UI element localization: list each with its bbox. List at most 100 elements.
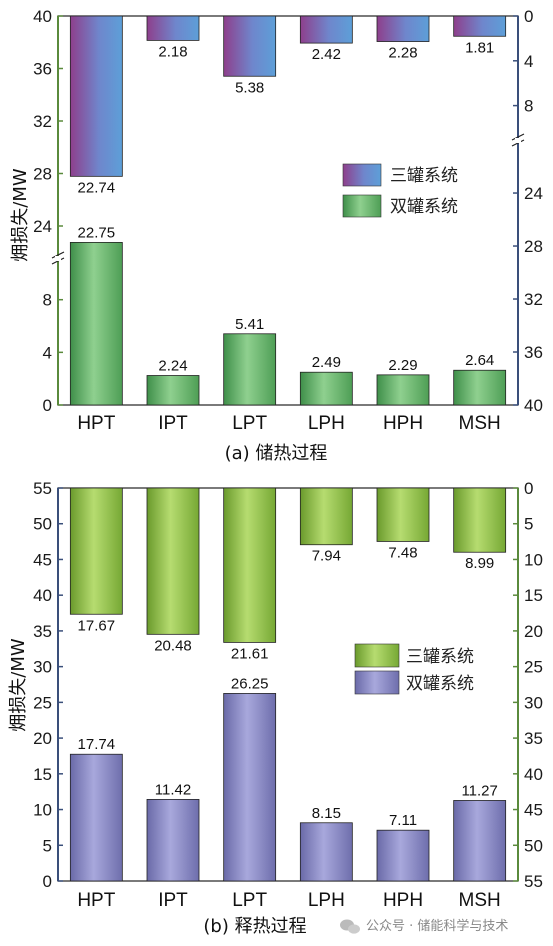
- left-tick-label-b: 50: [33, 515, 52, 534]
- category-label-lph-b: LPH: [308, 890, 345, 911]
- right-tick-label-b: 10: [524, 550, 543, 569]
- left-tick-label-b: 55: [33, 479, 52, 498]
- left-tick-label-a: 32: [33, 112, 52, 131]
- data-label-two-tank-ipt-a: 2.24: [158, 358, 187, 375]
- right-tick-label-a: 24: [524, 184, 543, 203]
- right-tick-label-b: 20: [524, 622, 543, 641]
- bar-three-tank-hpt-b: [69, 487, 123, 615]
- category-labels-b: HPT IPT LPT LPH HPH MSH: [77, 890, 500, 911]
- caption-b: (b) 释热过程: [203, 916, 306, 937]
- bar-three-tank-lph-a: [299, 15, 353, 44]
- bars-a: 22.74 22.75 2.18 2.24 5.38 5.41 2.42 2.49 2.28 2.…: [69, 15, 507, 406]
- category-label-lph-a: LPH: [308, 413, 345, 434]
- category-label-hpt-b: HPT: [77, 890, 115, 911]
- left-tick-label-b: 35: [33, 622, 52, 641]
- right-tick-label-b: 15: [524, 586, 543, 605]
- bar-three-tank-ipt-b: [146, 487, 200, 635]
- category-label-hph-b: HPH: [383, 890, 423, 911]
- legend-label-three-tank-a: 三罐系统: [390, 166, 458, 186]
- bar-two-tank-lpt-b: [223, 693, 277, 882]
- data-label-two-tank-lpt-a: 5.41: [235, 316, 264, 333]
- axis-break-gap-left-a: [55, 256, 61, 261]
- data-label-three-tank-ipt-b: 20.48: [154, 637, 192, 654]
- bars-b: 17.67 17.74 20.48 11.42 21.61 26.25 7.94 8.15 7.…: [69, 487, 507, 882]
- left-tick-label-a: 24: [33, 217, 52, 236]
- left-tick-label-b: 20: [33, 729, 52, 748]
- left-tick-label-b: 30: [33, 658, 52, 677]
- data-label-two-tank-msh-b: 11.27: [461, 782, 497, 799]
- data-label-three-tank-lph-a: 2.42: [312, 46, 341, 63]
- bar-three-tank-msh-a: [453, 15, 507, 37]
- right-tick-label-b: 35: [524, 729, 543, 748]
- bar-three-tank-lph-b: [299, 487, 353, 546]
- right-axis-a: 0 4 8 24 28 32 36 40: [511, 7, 543, 415]
- watermark-text: 公众号 · 储能科学与技术: [366, 918, 508, 934]
- panel-a: 22.74 22.75 2.18 2.24 5.38 5.41 2.42 2.49 2.28 2.…: [10, 7, 543, 464]
- bar-two-tank-ipt-a: [146, 375, 200, 406]
- axis-break-gap-right-a: [515, 138, 521, 143]
- left-tick-label-a: 36: [33, 60, 52, 79]
- legend-label-two-tank-a: 双罐系统: [390, 197, 458, 217]
- bar-three-tank-hpt-a: [69, 15, 123, 177]
- bar-three-tank-lpt-a: [223, 15, 277, 77]
- data-label-two-tank-lpt-b: 26.25: [231, 675, 269, 692]
- bar-two-tank-lph-a: [299, 371, 353, 406]
- data-label-two-tank-hpt-a: 22.75: [78, 224, 116, 241]
- left-tick-label-a: 4: [43, 343, 52, 362]
- data-label-three-tank-msh-a: 1.81: [465, 39, 494, 56]
- legend-label-three-tank-b: 三罐系统: [406, 647, 474, 667]
- right-tick-label-a: 40: [524, 396, 543, 415]
- right-tick-label-b: 5: [524, 515, 533, 534]
- data-label-two-tank-lph-b: 8.15: [312, 805, 341, 822]
- right-tick-label-a: 0: [524, 7, 533, 26]
- category-label-msh-b: MSH: [459, 890, 501, 911]
- data-label-three-tank-lpt-a: 5.38: [235, 79, 264, 96]
- bar-two-tank-hph-b: [376, 829, 430, 882]
- caption-a: (a) 储热过程: [225, 443, 328, 464]
- left-tick-label-b: 10: [33, 801, 52, 820]
- legend-swatch-three-tank-b: [354, 643, 400, 668]
- legend-swatch-two-tank-a: [342, 194, 382, 218]
- right-tick-label-b: 25: [524, 658, 543, 677]
- bar-three-tank-hph-b: [376, 487, 430, 542]
- right-tick-label-a: 32: [524, 290, 543, 309]
- left-tick-label-b: 0: [43, 872, 52, 891]
- bar-three-tank-hph-a: [376, 15, 430, 42]
- right-axis-b: 0 5 10 15 20 25 30 35 40 45 50 55: [513, 479, 543, 891]
- bar-three-tank-msh-b: [453, 487, 507, 553]
- legend-b: 三罐系统 双罐系统: [354, 643, 474, 695]
- bar-two-tank-hpt-a: [69, 242, 123, 406]
- y-axis-label-b: 㶲损失/MW: [8, 638, 29, 732]
- legend-swatch-two-tank-b: [354, 670, 400, 695]
- panel-b: 17.67 17.74 20.48 11.42 21.61 26.25 7.94 8.15 7.…: [8, 479, 543, 937]
- data-label-three-tank-lpt-b: 21.61: [231, 645, 269, 662]
- bar-two-tank-ipt-b: [146, 798, 200, 882]
- left-tick-label-b: 15: [33, 765, 52, 784]
- right-tick-label-b: 40: [524, 765, 543, 784]
- left-tick-label-a: 0: [43, 396, 52, 415]
- right-tick-label-b: 30: [524, 693, 543, 712]
- right-tick-label-b: 0: [524, 479, 533, 498]
- data-label-two-tank-msh-a: 2.64: [465, 352, 494, 369]
- bar-two-tank-msh-b: [453, 800, 507, 882]
- bar-two-tank-hpt-b: [69, 753, 123, 882]
- category-label-lpt-b: LPT: [232, 890, 267, 911]
- data-label-three-tank-hph-b: 7.48: [388, 544, 417, 561]
- left-tick-label-b: 5: [43, 836, 52, 855]
- data-label-three-tank-ipt-a: 2.18: [158, 43, 187, 60]
- left-tick-label-b: 45: [33, 550, 52, 569]
- right-tick-label-a: 28: [524, 237, 543, 256]
- bar-three-tank-ipt-a: [146, 15, 200, 41]
- left-tick-label-b: 40: [33, 586, 52, 605]
- right-tick-label-b: 55: [524, 872, 543, 891]
- right-tick-label-a: 8: [524, 97, 533, 116]
- data-label-two-tank-lph-a: 2.49: [312, 354, 341, 371]
- category-label-msh-a: MSH: [459, 413, 501, 434]
- bar-two-tank-hph-a: [376, 374, 430, 406]
- legend-swatch-three-tank-a: [342, 163, 382, 187]
- watermark: 公众号 · 储能科学与技术: [340, 918, 508, 934]
- category-label-lpt-a: LPT: [232, 413, 267, 434]
